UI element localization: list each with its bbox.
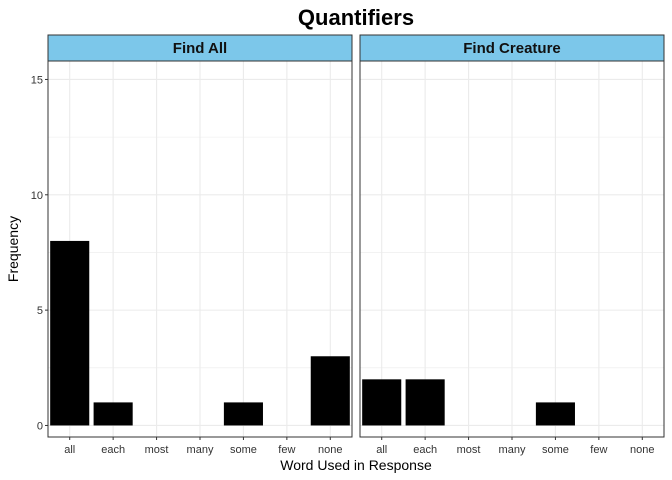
x-tick-label: each — [101, 444, 125, 456]
bar-all — [50, 240, 90, 426]
x-tick-label: each — [413, 444, 437, 456]
x-tick-label: many — [499, 444, 526, 456]
y-tick-label: 5 — [37, 305, 43, 317]
x-tick-label: most — [145, 444, 169, 456]
strip-label: Find All — [173, 40, 227, 57]
y-axis: 0 5 10 15 — [31, 74, 48, 432]
x-axis-title: Word Used in Response — [280, 457, 432, 473]
y-axis-title: Frequency — [5, 216, 21, 282]
y-tick-label: 15 — [31, 74, 43, 86]
x-tick-label: all — [376, 444, 387, 456]
x-tick-label: none — [318, 444, 342, 456]
x-tick-label: some — [230, 444, 257, 456]
x-tick-label: all — [64, 444, 75, 456]
panel-find-all: Find All all each most many some few none — [47, 34, 353, 456]
bar-each — [93, 402, 133, 426]
bar-each — [405, 379, 445, 426]
chart-title: Quantifiers — [298, 5, 414, 30]
x-tick-label: none — [630, 444, 654, 456]
y-tick-label: 0 — [37, 420, 43, 432]
bar-some — [223, 402, 263, 426]
bar-none — [310, 356, 350, 426]
x-tick-label: few — [278, 444, 295, 456]
x-tick-label: some — [542, 444, 569, 456]
x-tick-label: many — [187, 444, 214, 456]
bar-all — [362, 379, 402, 426]
strip-background — [359, 34, 665, 62]
panel-find-creature: Find Creature all each most many some few none — [359, 34, 665, 456]
x-tick-label: few — [590, 444, 607, 456]
bar-some — [535, 402, 575, 426]
y-tick-label: 10 — [31, 190, 43, 202]
strip-label: Find Creature — [463, 40, 561, 57]
x-tick-label: most — [457, 444, 481, 456]
strip-background — [47, 34, 353, 62]
